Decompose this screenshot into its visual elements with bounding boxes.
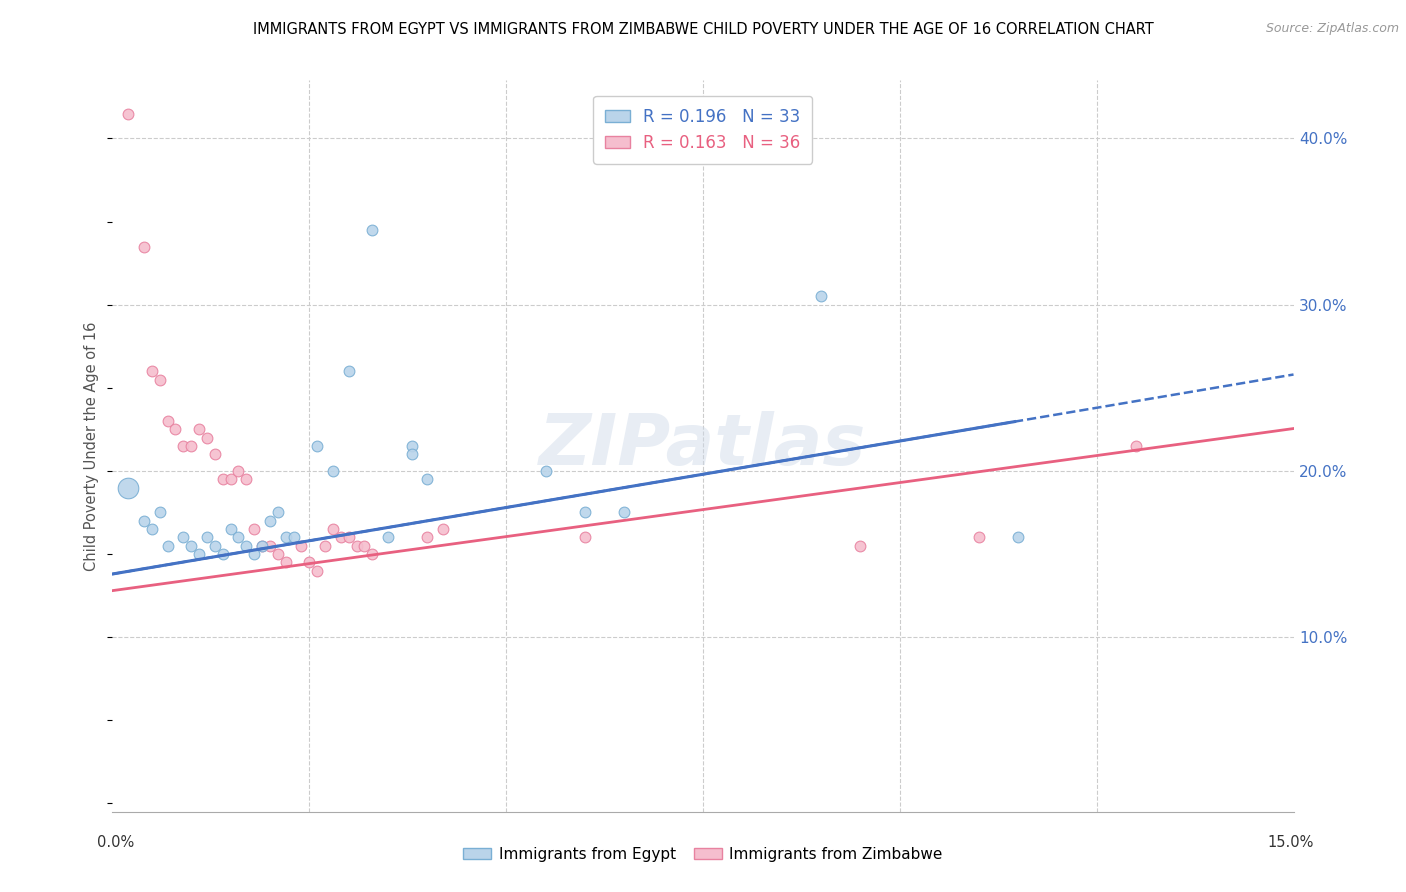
Point — [353, 539, 375, 553]
Point — [149, 372, 172, 386]
Point — [283, 530, 305, 544]
Point — [165, 422, 187, 436]
Point — [117, 481, 139, 495]
Point — [377, 530, 399, 544]
Point — [156, 414, 179, 428]
Point — [1125, 439, 1147, 453]
Point — [141, 522, 163, 536]
Point — [574, 530, 596, 544]
Point — [416, 472, 439, 486]
Point — [132, 514, 155, 528]
Point — [613, 506, 636, 520]
Point — [259, 539, 281, 553]
Point — [1007, 530, 1029, 544]
Point — [322, 522, 344, 536]
Point — [172, 439, 194, 453]
Point — [219, 472, 242, 486]
Point — [298, 555, 321, 569]
Point — [211, 547, 233, 561]
Point — [432, 522, 454, 536]
Point — [361, 223, 384, 237]
Point — [188, 547, 211, 561]
Point — [235, 472, 257, 486]
Point — [211, 472, 233, 486]
Point — [172, 530, 194, 544]
Text: Source: ZipAtlas.com: Source: ZipAtlas.com — [1265, 22, 1399, 36]
Point — [329, 530, 352, 544]
Point — [132, 239, 155, 253]
Point — [259, 514, 281, 528]
Point — [180, 539, 202, 553]
Text: 0.0%: 0.0% — [97, 836, 134, 850]
Point — [337, 364, 360, 378]
Point — [235, 539, 257, 553]
Point — [307, 564, 329, 578]
Point — [361, 547, 384, 561]
Point — [967, 530, 990, 544]
Text: 15.0%: 15.0% — [1268, 836, 1313, 850]
Point — [849, 539, 872, 553]
Point — [574, 506, 596, 520]
Point — [219, 522, 242, 536]
Point — [290, 539, 312, 553]
Y-axis label: Child Poverty Under the Age of 16: Child Poverty Under the Age of 16 — [84, 321, 100, 571]
Point — [204, 447, 226, 461]
Legend: R = 0.196   N = 33, R = 0.163   N = 36: R = 0.196 N = 33, R = 0.163 N = 36 — [593, 96, 813, 163]
Point — [228, 464, 250, 478]
Point — [307, 439, 329, 453]
Point — [117, 106, 139, 120]
Point — [534, 464, 557, 478]
Point — [195, 530, 218, 544]
Point — [188, 422, 211, 436]
Point — [274, 530, 297, 544]
Point — [416, 530, 439, 544]
Point — [267, 506, 290, 520]
Point — [141, 364, 163, 378]
Point — [228, 530, 250, 544]
Point — [401, 447, 423, 461]
Text: IMMIGRANTS FROM EGYPT VS IMMIGRANTS FROM ZIMBABWE CHILD POVERTY UNDER THE AGE OF: IMMIGRANTS FROM EGYPT VS IMMIGRANTS FROM… — [253, 22, 1153, 37]
Point — [267, 547, 290, 561]
Point — [243, 522, 266, 536]
Point — [250, 539, 273, 553]
Point — [180, 439, 202, 453]
Point — [274, 555, 297, 569]
Point — [346, 539, 368, 553]
Point — [250, 539, 273, 553]
Point — [314, 539, 336, 553]
Legend: Immigrants from Egypt, Immigrants from Zimbabwe: Immigrants from Egypt, Immigrants from Z… — [457, 841, 949, 868]
Point — [322, 464, 344, 478]
Point — [401, 439, 423, 453]
Point — [156, 539, 179, 553]
Point — [243, 547, 266, 561]
Point — [195, 431, 218, 445]
Point — [204, 539, 226, 553]
Point — [337, 530, 360, 544]
Text: ZIPatlas: ZIPatlas — [540, 411, 866, 481]
Point — [149, 506, 172, 520]
Point — [810, 289, 832, 303]
